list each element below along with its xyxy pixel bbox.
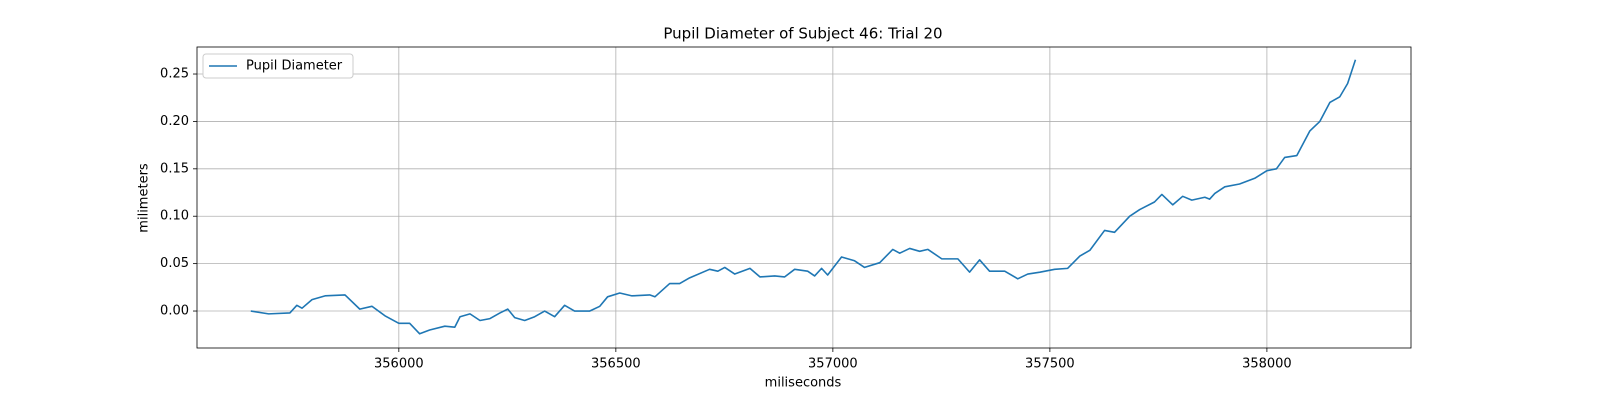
legend-box xyxy=(202,53,354,79)
y-tick-label: 0.20 xyxy=(160,114,189,129)
y-tick-label: 0.10 xyxy=(160,209,189,224)
x-axis-label: miliseconds xyxy=(765,376,842,391)
plot-frame xyxy=(196,46,1412,349)
y-tick-label: 0.15 xyxy=(160,161,189,176)
data-line xyxy=(250,59,1357,335)
legend-label: Pupil Diameter xyxy=(246,59,343,74)
x-tick-label: 357000 xyxy=(808,357,858,372)
x-tick-label: 357500 xyxy=(1025,357,1075,372)
chart-title: Pupil Diameter of Subject 46: Trial 20 xyxy=(663,25,942,43)
y-tick-label: 0.05 xyxy=(160,256,189,271)
x-tick-label: 358000 xyxy=(1242,357,1292,372)
y-tick-label: 0.00 xyxy=(160,304,189,319)
y-tick-label: 0.25 xyxy=(160,67,189,82)
y-axis-label: milimeters xyxy=(137,163,152,233)
x-tick-label: 356500 xyxy=(591,357,641,372)
x-tick-label: 356000 xyxy=(374,357,424,372)
